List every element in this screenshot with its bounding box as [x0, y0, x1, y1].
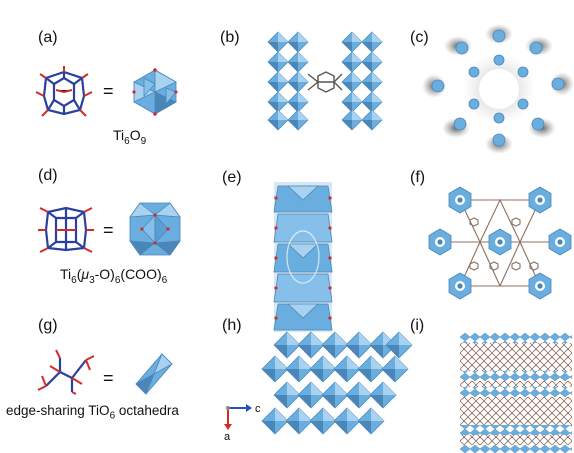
panel-label-f: (f) — [410, 169, 426, 186]
caption-g-s1: 6 — [109, 410, 116, 422]
caption-d-p2: ( — [76, 266, 82, 282]
panel-label-d: (d) — [38, 167, 58, 184]
caption-d-p1: Ti — [60, 266, 72, 282]
panel-label-a: (a) — [38, 29, 58, 46]
panel-e-stacked-sbu-column — [273, 182, 333, 332]
caption-a-sub1: 6 — [124, 135, 130, 147]
caption-d-s1: 6 — [71, 274, 77, 286]
caption-d-p4: (COO) — [120, 266, 162, 282]
panel-label-h: (h) — [222, 317, 242, 334]
panel-h-octahedra-layer — [261, 331, 413, 435]
caption-d-s2: 3 — [89, 274, 95, 286]
ti6o9-ball-stick-model — [35, 66, 93, 117]
equals-sign-g: = — [103, 368, 114, 388]
equals-sign-a: = — [103, 81, 114, 101]
axis-a-label: a — [224, 431, 231, 443]
ti6-mu3o-coo-ball-stick-model — [38, 206, 94, 253]
ti6o9-polyhedra-model — [132, 68, 178, 116]
caption-d-p3: -O) — [94, 266, 115, 282]
panel-c-hexagonal-framework — [422, 24, 574, 154]
ti6-mu3o-coo-polyhedra-model — [129, 202, 181, 256]
caption-a: Ti6O9 — [113, 127, 146, 150]
panel-label-e: (e) — [222, 169, 242, 186]
panel-b-octahedra-framework — [267, 31, 383, 131]
axis-indicator — [224, 404, 252, 430]
panel-label-b: (b) — [220, 29, 240, 46]
panel-label-i: (i) — [410, 317, 425, 334]
caption-d-s3: 6 — [114, 274, 121, 286]
caption-d-mu: μ — [81, 266, 90, 282]
caption-g-p2: octahedra — [115, 403, 179, 418]
panel-label-c: (c) — [410, 29, 429, 46]
caption-d: Ti6(μ3-O)6(COO)6 — [60, 266, 167, 289]
caption-d-s4: 6 — [161, 274, 168, 286]
panel-i-layered-chains — [460, 333, 572, 453]
caption-a-sub2: 9 — [140, 135, 147, 147]
panel-label-g: (g) — [38, 317, 58, 334]
caption-g: edge-sharing TiO6 octahedra — [6, 403, 179, 425]
panel-f-hexagonal-network — [428, 186, 572, 300]
edge-sharing-octahedron-model — [135, 353, 173, 395]
caption-a-o: O — [129, 127, 141, 143]
caption-a-ti: Ti — [113, 127, 125, 143]
equals-sign-d: = — [103, 220, 114, 240]
caption-g-p1: edge-sharing TiO — [6, 403, 110, 418]
axis-c-label: c — [255, 403, 261, 415]
edge-sharing-ball-stick-model — [37, 349, 95, 395]
